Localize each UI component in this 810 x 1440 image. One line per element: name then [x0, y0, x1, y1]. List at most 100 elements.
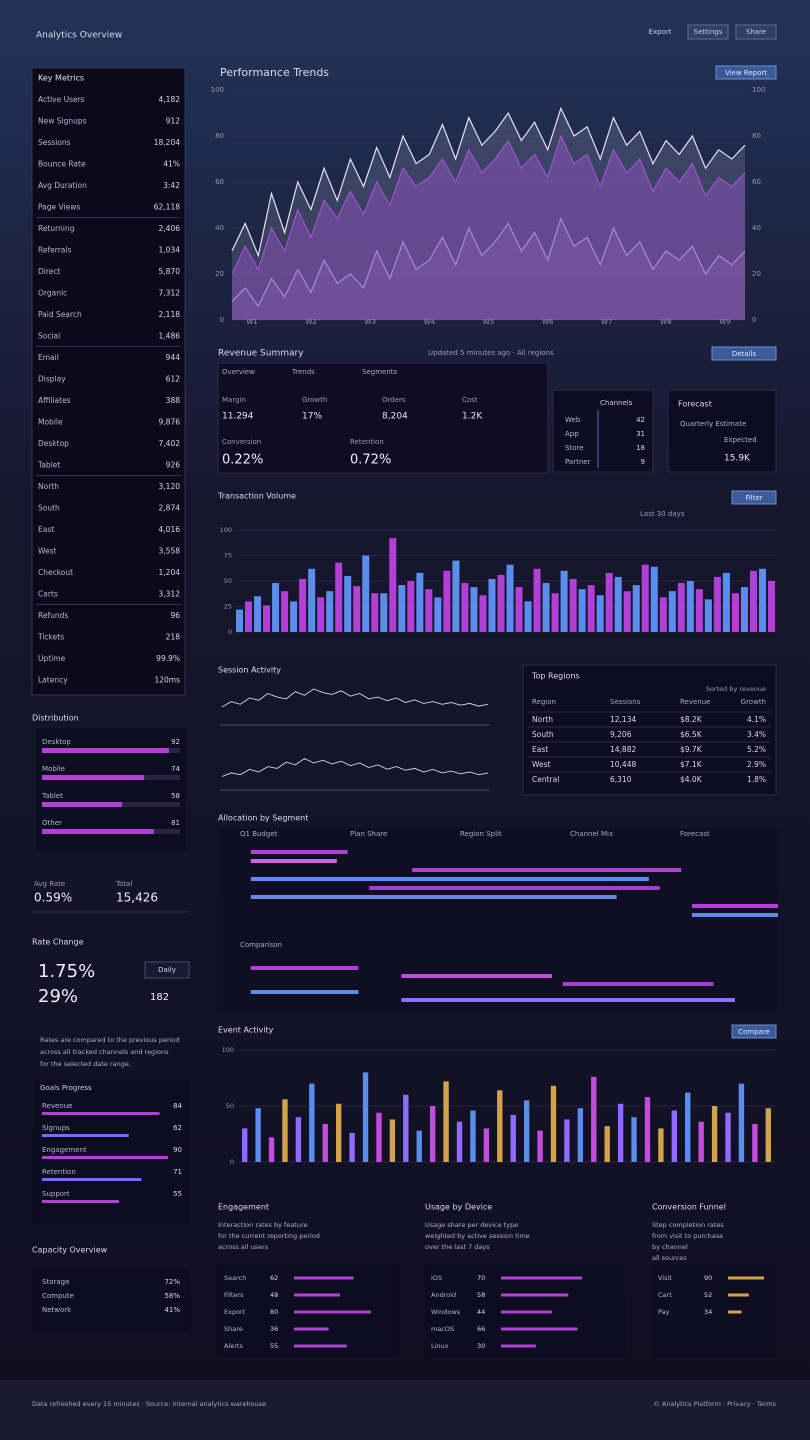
- row-value: 90: [173, 1146, 182, 1154]
- bar: [290, 601, 298, 632]
- sidebar-label: Uptime: [38, 654, 66, 663]
- panel-value: 15.9K: [724, 454, 751, 464]
- big-value: 29%: [38, 986, 78, 1007]
- bar: [677, 583, 685, 632]
- bar: [550, 1085, 557, 1162]
- table-cell: Central: [532, 775, 559, 784]
- table-cell: 5.2%: [747, 745, 766, 754]
- metric-value: 11.294: [222, 412, 254, 422]
- table-cell: 2.9%: [747, 760, 766, 769]
- paragraph: all sources: [652, 1254, 687, 1262]
- sidebar-label: Tablet: [37, 461, 60, 470]
- bar: [510, 1114, 516, 1162]
- header-button[interactable]: [687, 24, 729, 40]
- sidebar-value: 3:42: [163, 181, 180, 190]
- bar: [294, 1293, 341, 1297]
- card-label: Retention: [350, 438, 384, 446]
- bar: [591, 1076, 597, 1162]
- table-cell: 12,134: [610, 715, 636, 724]
- bar: [501, 1293, 569, 1297]
- button-label: View Report: [725, 69, 767, 77]
- table-header: Revenue: [680, 698, 711, 706]
- channel-value: 9: [641, 458, 645, 466]
- forecast-panel: [667, 389, 777, 473]
- button[interactable]: [731, 490, 777, 505]
- bar: [686, 581, 694, 632]
- bar: [294, 1327, 329, 1331]
- column-header: Channel Mix: [570, 830, 613, 838]
- footer-bar: [0, 1380, 810, 1440]
- sidebar-label: Email: [38, 353, 59, 362]
- sidebar-label: Sessions: [38, 138, 71, 147]
- bar: [416, 1130, 422, 1162]
- bar: [362, 1072, 369, 1162]
- button[interactable]: [711, 346, 777, 361]
- button-label: Compare: [738, 1028, 770, 1036]
- sidebar-value: 120ms: [154, 676, 180, 685]
- button[interactable]: [715, 65, 777, 80]
- bar-label: Other: [42, 819, 62, 827]
- x-tick-label: W1: [246, 318, 257, 326]
- row-label: Filters: [224, 1291, 244, 1299]
- area: [232, 108, 745, 321]
- bar: [362, 555, 370, 632]
- footer-text: © Analytics Platform · Privacy · Terms: [653, 1400, 776, 1408]
- row-value: 36: [270, 1325, 278, 1333]
- bar: [434, 597, 442, 632]
- y-tick-label: 100: [752, 86, 765, 94]
- bar: [282, 1099, 288, 1162]
- paragraph: Usage share per device type: [425, 1221, 518, 1229]
- button[interactable]: [731, 1024, 777, 1039]
- bar: [501, 1276, 583, 1280]
- bar: [299, 578, 307, 632]
- bar: [470, 1110, 476, 1162]
- row-label: Revenue: [42, 1102, 73, 1110]
- metric-value: 1.2K: [462, 412, 483, 422]
- range-bar: [250, 850, 348, 854]
- bar: [713, 576, 721, 632]
- bar: [398, 585, 406, 632]
- bar: [488, 578, 496, 632]
- y-tick-label: 40: [215, 224, 224, 232]
- row-value: 55: [173, 1190, 182, 1198]
- table-cell: 14,882: [610, 745, 636, 754]
- bar: [752, 1123, 758, 1162]
- row-label: Export: [224, 1308, 246, 1316]
- line: [231, 106, 746, 258]
- bar: [268, 1137, 275, 1162]
- row-label: Engagement: [42, 1146, 87, 1154]
- bar: [524, 601, 532, 632]
- section-title: Revenue Summary: [218, 349, 304, 359]
- bar: [452, 560, 460, 632]
- header-button-label: Export: [649, 28, 672, 36]
- column-header: Region Split: [460, 830, 502, 838]
- y-tick-label: 25: [224, 603, 232, 611]
- sidebar-label: New Signups: [38, 117, 87, 126]
- y-tick-label: 0: [230, 1158, 234, 1166]
- bar: [497, 1090, 503, 1162]
- column-header: Forecast: [680, 830, 710, 838]
- sidebar-value: 2,406: [159, 224, 181, 233]
- footer-text: Data refreshed every 15 minutes · Source…: [32, 1400, 266, 1408]
- bar-value: 92: [171, 738, 180, 746]
- bar: [569, 578, 577, 632]
- paragraph: over the last 7 days: [425, 1243, 490, 1251]
- row-label: Cart: [658, 1291, 672, 1299]
- row-value: 58%: [164, 1292, 180, 1300]
- sidebar-panel: [31, 67, 186, 696]
- bar: [376, 1112, 382, 1162]
- sidebar-value: 7,312: [159, 289, 181, 298]
- row-value: 58: [477, 1291, 485, 1299]
- row-label: Compute: [42, 1292, 74, 1300]
- bar: [42, 748, 169, 753]
- bar-value: 74: [171, 765, 180, 773]
- sidebar-label: Display: [38, 375, 66, 384]
- tab: Trends: [291, 368, 315, 376]
- header-button[interactable]: [735, 24, 777, 40]
- bar: [322, 1123, 328, 1162]
- panel-title: Engagement: [218, 1203, 269, 1212]
- bar: [263, 605, 271, 632]
- sidebar-value: 18,204: [154, 138, 180, 147]
- range-bar: [401, 998, 735, 1002]
- range-bar: [691, 904, 778, 908]
